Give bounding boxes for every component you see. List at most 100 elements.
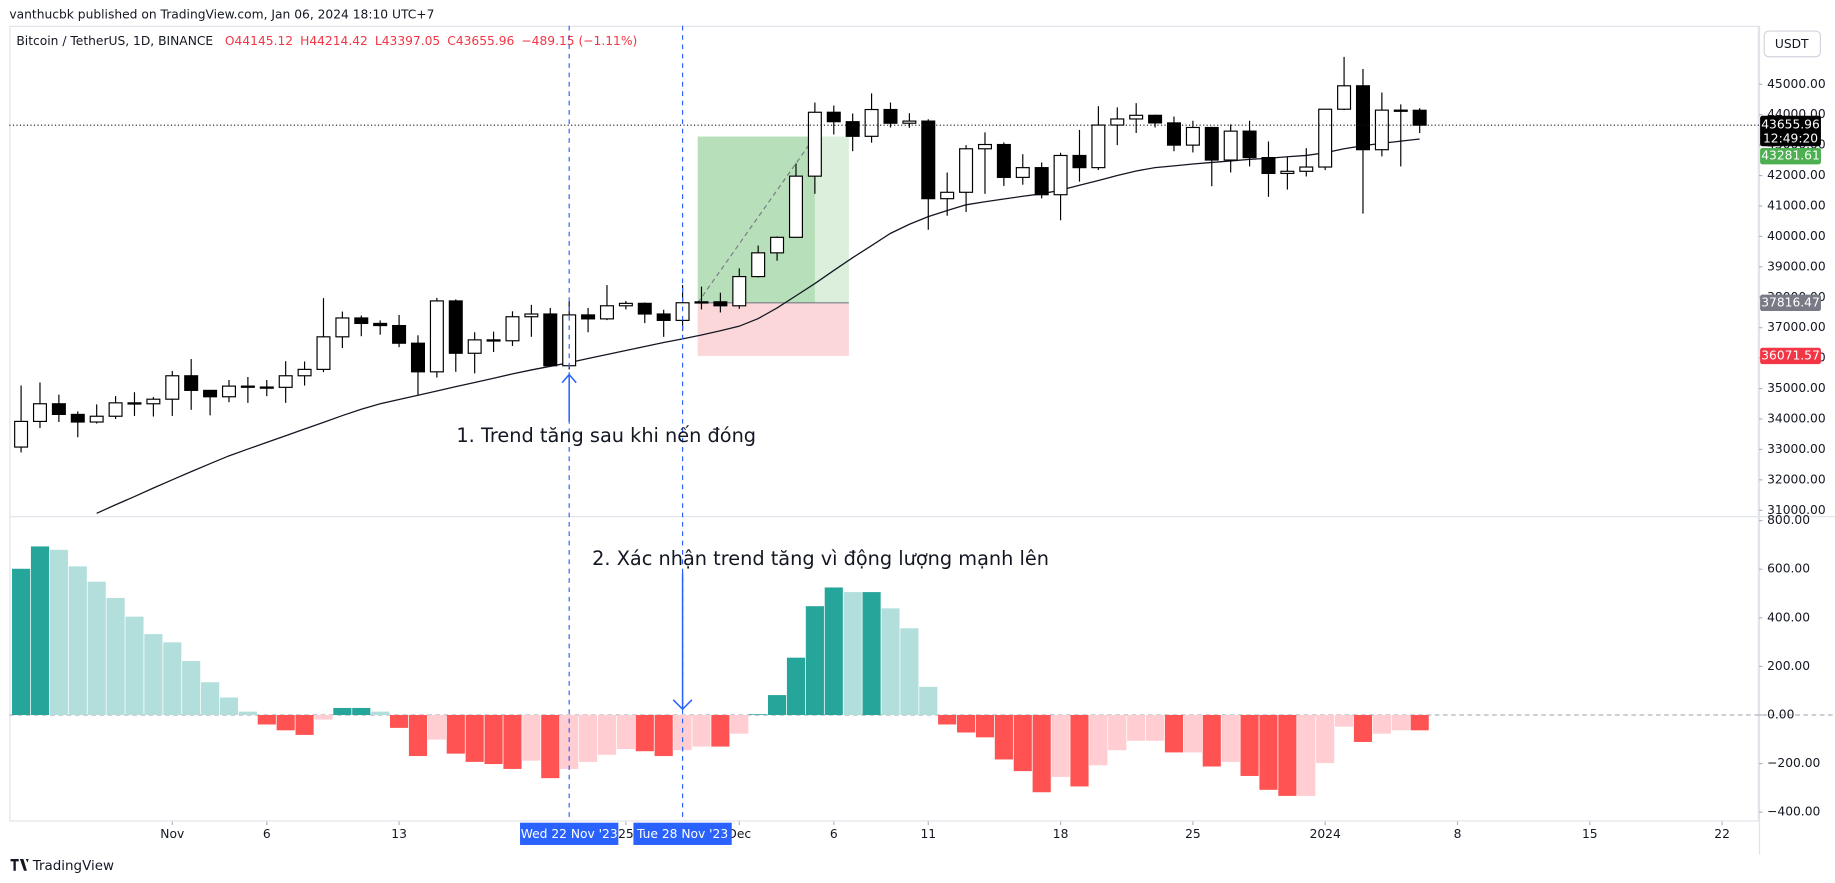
y-tick-label: 31000.00 [1767, 503, 1826, 517]
marker-label: Wed 22 Nov '23 [521, 827, 618, 841]
histogram-bar [1032, 715, 1051, 793]
candle-body [1091, 124, 1106, 169]
marker-label-box [520, 822, 619, 845]
candle-body [1015, 167, 1030, 178]
candle-body [1412, 109, 1427, 126]
candle-body [656, 313, 671, 321]
candle-body [1355, 85, 1370, 151]
histogram-bar [616, 715, 635, 750]
histogram-bar [182, 661, 201, 716]
candle-body [89, 415, 104, 423]
y-tick-label: −400.00 [1767, 805, 1820, 819]
y-tick-label: 0.00 [1767, 708, 1794, 722]
histogram-bar [125, 616, 144, 716]
position-profit [697, 136, 849, 303]
x-tick-label: Dec [727, 827, 751, 841]
candle-body [977, 143, 992, 150]
histogram-bar [635, 715, 654, 752]
y-tick-label: 600.00 [1767, 562, 1810, 576]
x-tick-label: 22 [1714, 827, 1730, 841]
histogram-bar [1013, 715, 1032, 772]
annotation-arrow [672, 573, 693, 711]
histogram-bar [1108, 715, 1127, 751]
y-tick-label: 41000.00 [1767, 198, 1826, 212]
histogram-bar [768, 695, 787, 716]
candle-body [221, 385, 236, 398]
candle-body [713, 301, 728, 307]
price-tag-box [1760, 147, 1821, 165]
y-tick-label: −200.00 [1767, 756, 1820, 770]
histogram-bar [1240, 715, 1259, 776]
candle-body [32, 403, 47, 422]
histogram-bar [881, 608, 900, 716]
candle-body [392, 324, 407, 344]
candle-body [845, 121, 860, 137]
annotation-arrow [561, 373, 577, 422]
candle-body [240, 385, 255, 388]
histogram-bar [786, 657, 806, 716]
candle-body [108, 402, 123, 417]
annotation: 2. Xác nhận trend tăng vì động lượng mạn… [592, 547, 1049, 570]
position-loss [697, 302, 849, 356]
candle-body [316, 336, 331, 370]
candle-body [637, 302, 652, 315]
histogram-bar [49, 549, 68, 716]
marker-label-box [633, 822, 732, 845]
candle-body [732, 275, 747, 307]
candle-body [1129, 114, 1144, 120]
histogram-bar [333, 707, 352, 716]
candle-body [448, 300, 463, 354]
price-tag: 37816.47 [1761, 295, 1820, 309]
histogram-bar [276, 715, 295, 731]
candle-body [410, 342, 425, 373]
marker-label: Tue 28 Nov '23 [636, 827, 728, 841]
annotation: 1. Trend tăng sau khi nến đóng [456, 424, 756, 447]
candle-body [864, 108, 879, 137]
histogram-bar [12, 568, 31, 716]
price-tag: 43281.61 [1761, 149, 1820, 163]
candle-body [14, 420, 29, 448]
y-tick-label: 33000.00 [1767, 442, 1826, 456]
histogram-bar [1202, 715, 1221, 767]
histogram-bar [1146, 715, 1165, 741]
y-tick-label: 42000.00 [1767, 168, 1826, 182]
histogram-bar [805, 606, 824, 716]
histogram-bar [352, 707, 371, 716]
candle-body [146, 398, 161, 405]
candle-body [1072, 154, 1087, 169]
candle-body [524, 313, 539, 318]
last-price-box [1760, 115, 1821, 147]
y-tick-label: 32000.00 [1767, 472, 1826, 486]
x-tick-label: Nov [160, 827, 184, 841]
logo-mark [10, 858, 29, 871]
last-price-label: 43655.96 [1761, 118, 1820, 132]
price-tag: 36071.57 [1761, 348, 1820, 362]
candle-body [467, 339, 482, 354]
histogram-bar [484, 715, 503, 765]
x-tick-label: 15 [1582, 827, 1598, 841]
candle-body [1337, 85, 1352, 110]
histogram-bar [522, 715, 541, 761]
ohlc: O44145.12 [225, 33, 293, 47]
plot [9, 56, 1835, 796]
candle-body [486, 339, 501, 342]
candle-body [599, 305, 614, 320]
y-tick-label: 45000.00 [1767, 77, 1826, 91]
frame [9, 25, 1759, 822]
candle-body [1318, 108, 1333, 168]
candle-body [1280, 170, 1295, 175]
candle-body [297, 368, 312, 377]
histogram-bar [1051, 715, 1070, 777]
histogram-bar [503, 715, 522, 769]
currency-button[interactable] [1763, 30, 1821, 58]
histogram-bar [446, 715, 465, 754]
publisher: vanthucbk published on TradingView.com, … [9, 8, 434, 22]
histogram-bar [1372, 715, 1391, 734]
candle-body [127, 402, 142, 405]
y-tick-label: 39000.00 [1767, 259, 1826, 273]
histogram-bar [1259, 715, 1278, 790]
x-tick-label: 25 [1185, 827, 1201, 841]
histogram-bar [654, 715, 673, 757]
x-tick-label: 25 [618, 827, 634, 841]
